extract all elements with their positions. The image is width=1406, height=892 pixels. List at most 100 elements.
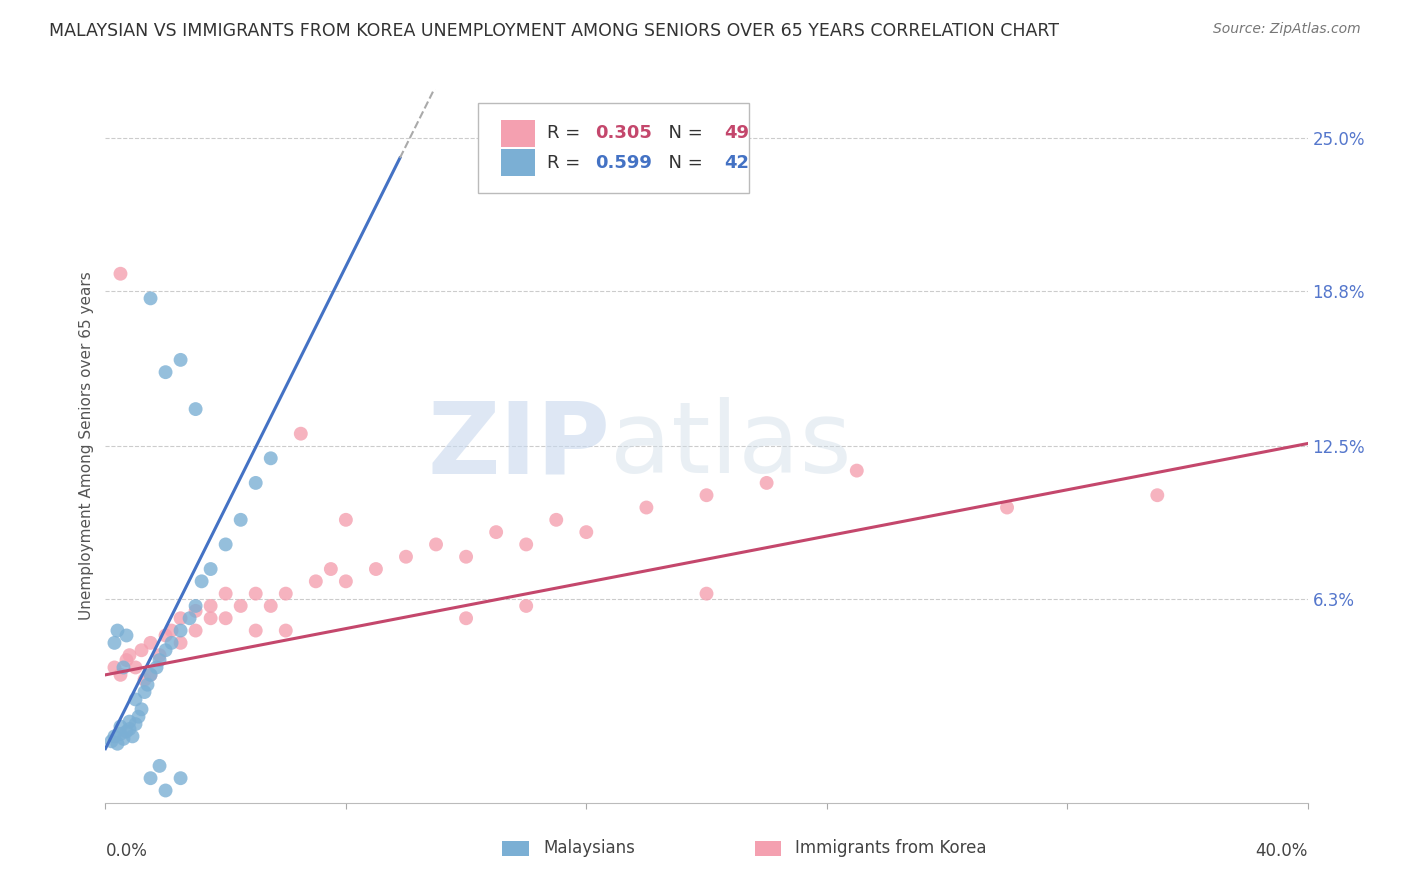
- Point: [245, 624, 267, 638]
- Text: 0.599: 0.599: [595, 153, 651, 172]
- Point: [200, 562, 222, 576]
- Text: N =: N =: [657, 124, 709, 143]
- Point: [112, 731, 135, 746]
- Point: [118, 648, 141, 662]
- Point: [456, 611, 478, 625]
- Y-axis label: Unemployment Among Seniors over 65 years: Unemployment Among Seniors over 65 years: [79, 272, 94, 620]
- FancyBboxPatch shape: [478, 103, 748, 193]
- Point: [110, 727, 132, 741]
- Bar: [755, 840, 782, 856]
- Point: [103, 660, 125, 674]
- Point: [148, 653, 170, 667]
- Point: [115, 724, 138, 739]
- Point: [107, 624, 129, 638]
- Bar: [501, 149, 534, 177]
- Text: R =: R =: [547, 153, 586, 172]
- Point: [155, 628, 177, 642]
- Point: [160, 624, 183, 638]
- Point: [128, 709, 150, 723]
- Text: 42: 42: [724, 153, 749, 172]
- Point: [118, 714, 141, 729]
- Point: [200, 611, 222, 625]
- Point: [260, 599, 283, 613]
- Point: [229, 513, 252, 527]
- Point: [169, 771, 191, 785]
- Point: [131, 643, 153, 657]
- Point: [214, 537, 236, 551]
- Point: [696, 587, 718, 601]
- Text: MALAYSIAN VS IMMIGRANTS FROM KOREA UNEMPLOYMENT AMONG SENIORS OVER 65 YEARS CORR: MALAYSIAN VS IMMIGRANTS FROM KOREA UNEMP…: [49, 22, 1059, 40]
- Point: [456, 549, 478, 564]
- Point: [229, 599, 252, 613]
- Point: [115, 628, 138, 642]
- Point: [139, 291, 162, 305]
- Point: [245, 587, 267, 601]
- Point: [755, 475, 778, 490]
- Text: 40.0%: 40.0%: [1256, 842, 1308, 860]
- Point: [139, 771, 162, 785]
- Text: Immigrants from Korea: Immigrants from Korea: [796, 839, 987, 857]
- Point: [110, 267, 132, 281]
- Point: [112, 660, 135, 674]
- Point: [103, 730, 125, 744]
- Point: [364, 562, 387, 576]
- Point: [184, 599, 207, 613]
- Point: [103, 636, 125, 650]
- Point: [636, 500, 658, 515]
- Point: [169, 352, 191, 367]
- Point: [546, 513, 568, 527]
- Text: ZIP: ZIP: [427, 398, 610, 494]
- Point: [131, 702, 153, 716]
- Text: 49: 49: [724, 124, 749, 143]
- Point: [184, 624, 207, 638]
- Point: [136, 678, 159, 692]
- Point: [155, 365, 177, 379]
- Point: [169, 624, 191, 638]
- Point: [995, 500, 1018, 515]
- Point: [290, 426, 312, 441]
- Point: [214, 611, 236, 625]
- Point: [575, 525, 598, 540]
- Point: [214, 587, 236, 601]
- Point: [190, 574, 212, 589]
- Point: [274, 587, 297, 601]
- Text: N =: N =: [657, 153, 709, 172]
- Point: [124, 717, 146, 731]
- Point: [148, 759, 170, 773]
- Bar: [501, 120, 534, 147]
- Point: [100, 734, 122, 748]
- Point: [425, 537, 447, 551]
- Point: [134, 685, 156, 699]
- Point: [274, 624, 297, 638]
- Point: [121, 730, 143, 744]
- Point: [335, 513, 357, 527]
- Point: [139, 668, 162, 682]
- Point: [305, 574, 328, 589]
- Bar: [502, 840, 529, 856]
- Point: [319, 562, 342, 576]
- Point: [1146, 488, 1168, 502]
- Text: R =: R =: [547, 124, 586, 143]
- Point: [110, 668, 132, 682]
- Point: [845, 464, 868, 478]
- Point: [335, 574, 357, 589]
- Point: [696, 488, 718, 502]
- Point: [107, 737, 129, 751]
- Text: Source: ZipAtlas.com: Source: ZipAtlas.com: [1213, 22, 1361, 37]
- Text: atlas: atlas: [610, 398, 852, 494]
- Point: [155, 783, 177, 797]
- Text: 0.305: 0.305: [595, 124, 651, 143]
- Point: [148, 648, 170, 662]
- Point: [139, 668, 162, 682]
- Point: [155, 643, 177, 657]
- Point: [184, 604, 207, 618]
- Point: [145, 660, 167, 674]
- Point: [179, 611, 201, 625]
- Point: [245, 475, 267, 490]
- Point: [124, 660, 146, 674]
- Point: [515, 537, 537, 551]
- Point: [200, 599, 222, 613]
- Point: [110, 719, 132, 733]
- Point: [260, 451, 283, 466]
- Point: [118, 722, 141, 736]
